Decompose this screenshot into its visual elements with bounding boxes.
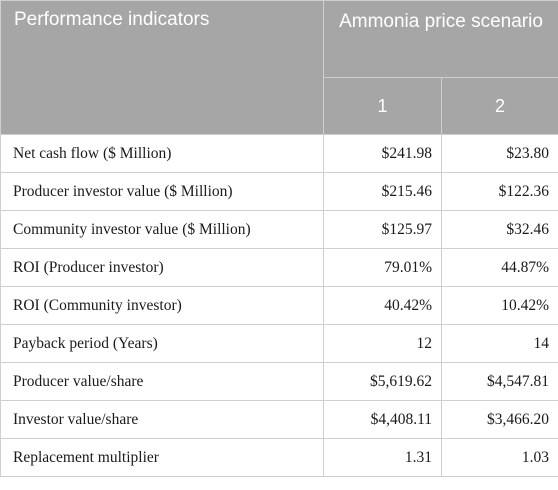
row-label: Producer investor value ($ Million) <box>0 172 324 211</box>
scenario-2-value: 44.87% <box>441 248 558 287</box>
header-performance-indicators: Performance indicators <box>0 0 324 135</box>
scenario-1-value: $215.46 <box>323 172 442 211</box>
scenario-2-value: 1.03 <box>441 438 558 477</box>
table-row: Payback period (Years) 12 14 <box>0 324 558 363</box>
table-row: Community investor value ($ Million) $12… <box>0 210 558 249</box>
table-row: ROI (Community investor) 40.42% 10.42% <box>0 286 558 325</box>
table-row: Net cash flow ($ Million) $241.98 $23.80 <box>0 134 558 173</box>
scenario-2-value: $122.36 <box>441 172 558 211</box>
scenario-2-value: 10.42% <box>441 286 558 325</box>
table-row: ROI (Producer investor) 79.01% 44.87% <box>0 248 558 287</box>
table-row: Investor value/share $4,408.11 $3,466.20 <box>0 400 558 439</box>
scenario-1-value: 1.31 <box>323 438 442 477</box>
row-label: ROI (Community investor) <box>0 286 324 325</box>
scenario-1-value: 40.42% <box>323 286 442 325</box>
row-label: Community investor value ($ Million) <box>0 210 324 249</box>
row-label: Producer value/share <box>0 362 324 401</box>
scenario-1-value: $125.97 <box>323 210 442 249</box>
scenario-2-value: 14 <box>441 324 558 363</box>
header-scenario-1: 1 <box>323 77 442 135</box>
performance-table: Performance indicators Ammonia price sce… <box>0 0 558 477</box>
row-label: Net cash flow ($ Million) <box>0 134 324 173</box>
scenario-2-value: $32.46 <box>441 210 558 249</box>
scenario-1-value: $4,408.11 <box>323 400 442 439</box>
row-label: Payback period (Years) <box>0 324 324 363</box>
row-label: Investor value/share <box>0 400 324 439</box>
header-ammonia-price-scenario: Ammonia price scenario <box>323 0 558 78</box>
header-scenario-2: 2 <box>441 77 558 135</box>
table-header: Performance indicators Ammonia price sce… <box>0 0 558 135</box>
scenario-2-value: $23.80 <box>441 134 558 173</box>
scenario-2-value: $4,547.81 <box>441 362 558 401</box>
scenario-1-value: 79.01% <box>323 248 442 287</box>
scenario-1-value: $5,619.62 <box>323 362 442 401</box>
table-row: Producer investor value ($ Million) $215… <box>0 172 558 211</box>
header-row-scenarios: 1 2 <box>1 77 558 135</box>
row-label: ROI (Producer investor) <box>0 248 324 287</box>
row-label: Replacement multiplier <box>0 438 324 477</box>
table-row: Producer value/share $5,619.62 $4,547.81 <box>0 362 558 401</box>
table-body: Net cash flow ($ Million) $241.98 $23.80… <box>0 134 558 477</box>
header-row-top: Performance indicators Ammonia price sce… <box>0 0 558 135</box>
scenario-1-value: $241.98 <box>323 134 442 173</box>
scenario-2-value: $3,466.20 <box>441 400 558 439</box>
scenario-1-value: 12 <box>323 324 442 363</box>
table-row: Replacement multiplier 1.31 1.03 <box>0 438 558 477</box>
